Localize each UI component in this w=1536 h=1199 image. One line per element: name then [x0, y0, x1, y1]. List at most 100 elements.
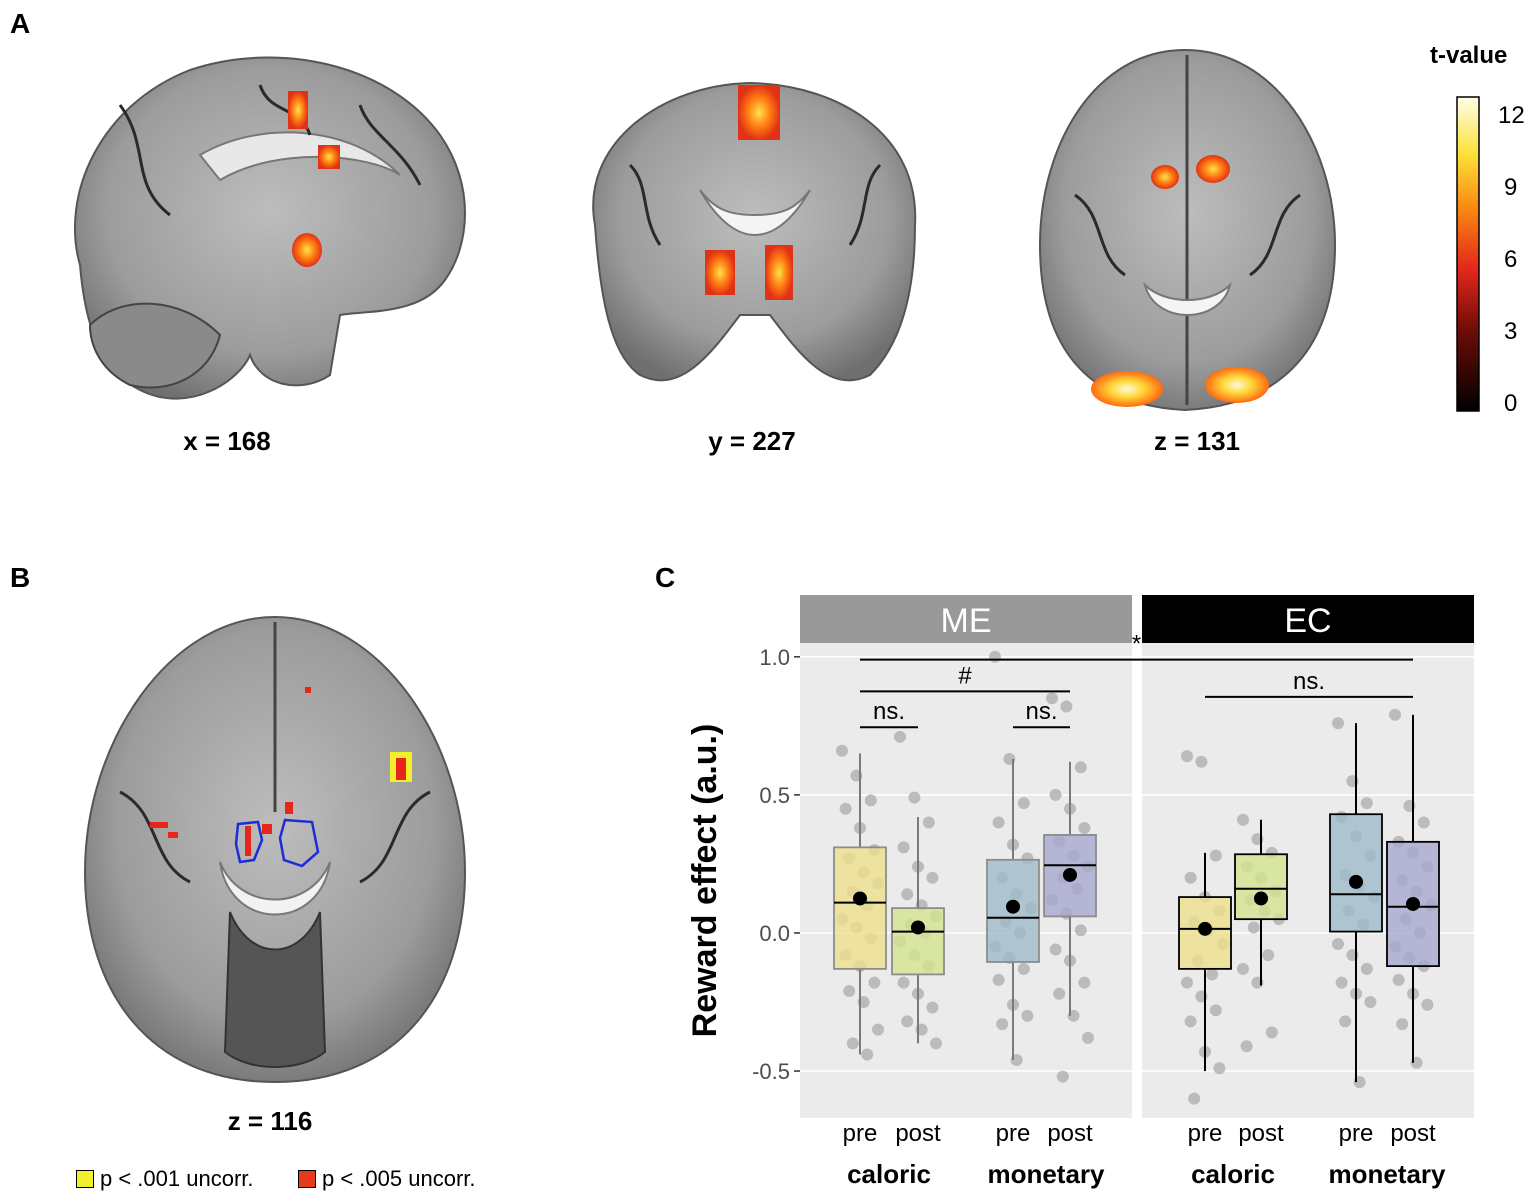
x-group-label: caloric: [1191, 1159, 1275, 1189]
data-point: [846, 1037, 859, 1050]
data-point: [897, 841, 910, 854]
box-mean-point: [1006, 899, 1020, 914]
facet-strip-me: [800, 595, 1132, 643]
data-point: [1332, 717, 1344, 730]
y-tick-label: 0.5: [759, 783, 790, 808]
data-point: [1181, 750, 1193, 763]
x-tick-label: pre: [843, 1120, 878, 1147]
coronal-brain-slice: [592, 81, 917, 382]
y-tick-label: -0.5: [752, 1059, 790, 1084]
panel-c-letter: C: [655, 562, 676, 593]
box-mean-point: [1198, 921, 1212, 936]
data-point: [839, 802, 852, 815]
data-point: [1060, 700, 1073, 713]
data-point: [1188, 1092, 1201, 1105]
slice-label-x: x = 168: [183, 426, 271, 456]
slice-label-z: z = 131: [1153, 426, 1240, 456]
colorbar-title: t-value: [1430, 42, 1508, 69]
data-point: [1240, 1040, 1253, 1053]
data-point: [1181, 976, 1193, 989]
data-point: [1339, 1015, 1352, 1028]
data-point: [1262, 949, 1275, 962]
data-point: [908, 791, 921, 804]
box-mean-point: [1063, 867, 1077, 882]
data-point: [1195, 755, 1208, 768]
axial-brain-slice-b: [83, 615, 467, 1084]
data-point: [1017, 962, 1030, 975]
data-point: [1074, 761, 1087, 774]
x-tick-label: pre: [1188, 1120, 1223, 1147]
data-point: [1335, 976, 1348, 989]
significance-label: #: [958, 662, 972, 689]
data-point: [926, 871, 939, 884]
x-group-label: monetary: [1328, 1159, 1446, 1189]
data-point: [1078, 822, 1091, 835]
colorbar-tick-12: 12: [1498, 102, 1525, 129]
data-point: [1078, 976, 1091, 989]
data-point: [1049, 788, 1062, 801]
data-point: [1082, 1031, 1094, 1044]
data-point: [989, 650, 1001, 663]
colorbar-tick-0: 0: [1504, 390, 1518, 417]
data-point: [930, 1037, 942, 1050]
colorbar-tick-3: 3: [1504, 318, 1518, 345]
data-point: [897, 976, 910, 989]
box-mean-point: [1254, 891, 1268, 906]
data-point: [843, 984, 856, 997]
data-point: [926, 1001, 939, 1014]
y-axis-title: Reward effect (a.u.): [686, 724, 724, 1038]
data-point: [1392, 973, 1405, 986]
data-point: [1332, 938, 1344, 951]
data-point: [1049, 943, 1062, 956]
x-tick-label: post: [895, 1120, 941, 1147]
data-point: [872, 1023, 884, 1036]
facet-label-me: ME: [941, 602, 992, 640]
data-point: [1206, 968, 1219, 981]
legend-item-p005: p < .005 uncorr.: [298, 1166, 476, 1192]
colorbar: [1456, 96, 1480, 412]
legend-swatch-yellow: [76, 1170, 94, 1188]
box-ec-caloric-post: [1234, 853, 1288, 921]
box-mean-point: [1349, 874, 1363, 889]
x-tick-label: post: [1047, 1120, 1093, 1147]
data-point: [1209, 1004, 1222, 1017]
data-point: [1237, 962, 1249, 975]
box-mean-point: [911, 920, 925, 935]
data-point: [901, 1015, 914, 1028]
data-point: [1046, 692, 1058, 705]
data-point: [1421, 998, 1434, 1011]
facet-strip-ec: [1142, 595, 1474, 643]
x-tick-label: pre: [1339, 1120, 1374, 1147]
x-group-label: monetary: [987, 1159, 1105, 1189]
box-me-caloric-pre: [833, 846, 887, 970]
data-point: [1247, 921, 1260, 934]
box-me-caloric-post: [891, 907, 945, 976]
data-point: [861, 1048, 874, 1061]
data-point: [1364, 996, 1377, 1009]
data-point: [1184, 1015, 1197, 1028]
panel-a-letter: A: [10, 8, 31, 39]
data-point: [1396, 1018, 1409, 1031]
slice-label-b: z = 116: [227, 1106, 313, 1136]
data-point: [1237, 813, 1249, 826]
data-point: [996, 1018, 1009, 1031]
x-tick-label: post: [1390, 1120, 1436, 1147]
data-point: [1360, 962, 1373, 975]
data-point: [1074, 924, 1087, 937]
colorbar-tick-6: 6: [1504, 246, 1518, 273]
data-point: [1053, 987, 1066, 1000]
data-point: [1265, 1026, 1278, 1039]
x-tick-label: post: [1238, 1120, 1284, 1147]
significance-label: ns.: [1025, 698, 1057, 725]
significance-label: ns.: [1293, 668, 1325, 695]
data-point: [894, 730, 906, 743]
data-point: [1360, 797, 1373, 810]
significance-label: *: [1132, 631, 1141, 658]
box-ec-monetary-pre: [1329, 813, 1383, 933]
data-point: [868, 976, 881, 989]
data-point: [1389, 708, 1401, 721]
x-tick-label: pre: [996, 1120, 1031, 1147]
y-tick-label: 1.0: [759, 645, 790, 670]
slice-label-y: y = 227: [708, 426, 796, 456]
